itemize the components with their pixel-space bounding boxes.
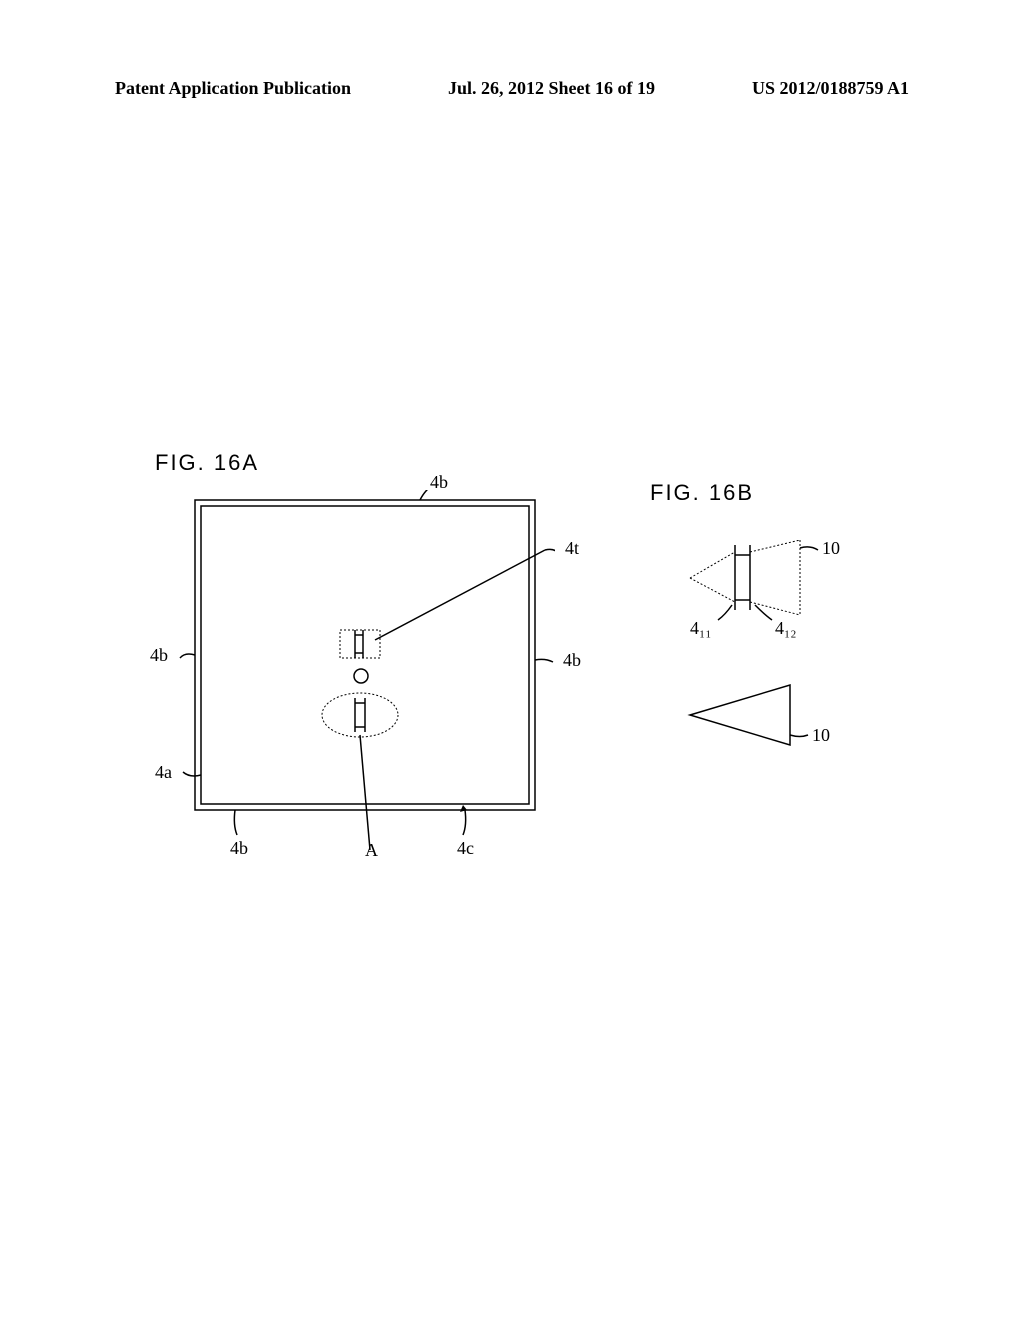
label-10-bottom: 10 [812, 725, 830, 746]
figure-container: FIG. 16A FIG. 16B [0, 450, 1024, 950]
header-left-text: Patent Application Publication [115, 78, 351, 99]
main-diagram-16a: 4b 4t 4b 4b 4a 4b A 4c [175, 490, 555, 860]
label-A: A [365, 840, 378, 861]
label-4a: 4a [155, 762, 172, 783]
label-4b-left: 4b [150, 645, 168, 666]
label-4b-top: 4b [430, 472, 448, 493]
label-4c: 4c [457, 838, 474, 859]
label-4-12: 4₁₂ [775, 618, 797, 639]
label-4b-right: 4b [563, 650, 581, 671]
label-10-top: 10 [822, 538, 840, 559]
page-header: Patent Application Publication Jul. 26, … [0, 78, 1024, 99]
sub-diagram-16b: 10 4₁₁ 4₁₂ 10 [670, 540, 870, 820]
figure-label-16b: FIG. 16B [650, 480, 754, 506]
figure-label-16a: FIG. 16A [155, 450, 259, 476]
label-4b-bottom: 4b [230, 838, 248, 859]
header-right-text: US 2012/0188759 A1 [752, 78, 909, 99]
label-4-11: 4₁₁ [690, 618, 712, 639]
header-center-text: Jul. 26, 2012 Sheet 16 of 19 [448, 78, 655, 99]
diagram-svg-16a [175, 490, 555, 860]
diagram-svg-16b [670, 540, 870, 820]
label-4t: 4t [565, 538, 579, 559]
